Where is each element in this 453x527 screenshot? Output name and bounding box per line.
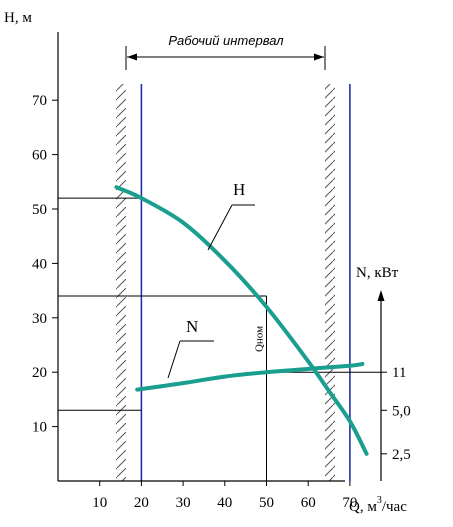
x-axis-ticks: 10 20 30 40 50 60 70 — [92, 481, 357, 511]
x-tick-label: 50 — [259, 495, 274, 511]
y2-tick-label: 5,0 — [392, 403, 411, 419]
x-tick-label: 70 — [342, 495, 357, 511]
series-n-label: N — [186, 317, 198, 336]
reference-lines — [58, 197, 381, 481]
y-axis-right-ticks: 2,5 5,0 11 — [381, 365, 411, 463]
y-tick-label: 40 — [32, 256, 47, 272]
series-layer — [114, 185, 369, 456]
x-axis-label: Q, м3/час — [349, 495, 407, 515]
q-nom-label: Qном — [254, 326, 266, 352]
y-tick-label: 10 — [32, 420, 47, 436]
y-axis-right-arrow — [377, 290, 385, 301]
y-axis-left-ticks: 10 20 30 40 50 60 70 — [32, 93, 58, 436]
x-tick-label: 60 — [301, 495, 316, 511]
working-interval-marker — [125, 46, 326, 70]
y2-tick-label: 11 — [392, 365, 406, 381]
interval-end-hatch — [325, 84, 335, 481]
y-axis-left-label: H, м — [4, 10, 32, 26]
y-tick-label: 70 — [32, 93, 47, 109]
working-interval-label: Рабочий интервал — [168, 33, 284, 48]
x-tick-label: 10 — [92, 495, 107, 511]
y-tick-label: 30 — [32, 311, 47, 327]
series-h-label: H — [233, 180, 245, 199]
y-axis-right-label: N, кВт — [356, 265, 399, 281]
y-tick-label: 60 — [32, 148, 47, 164]
series-n-label-group: N — [167, 317, 214, 379]
y-tick-label: 50 — [32, 202, 47, 218]
y2-tick-label: 2,5 — [392, 447, 411, 463]
interval-start-hatch — [116, 84, 126, 481]
x-tick-label: 40 — [217, 495, 232, 511]
series-n-curve — [135, 362, 365, 392]
series-h-curve — [114, 185, 369, 456]
y-tick-label: 20 — [32, 365, 47, 381]
series-h-label-group: H — [207, 180, 255, 251]
x-tick-label: 30 — [176, 495, 191, 511]
x-tick-label: 20 — [134, 495, 149, 511]
